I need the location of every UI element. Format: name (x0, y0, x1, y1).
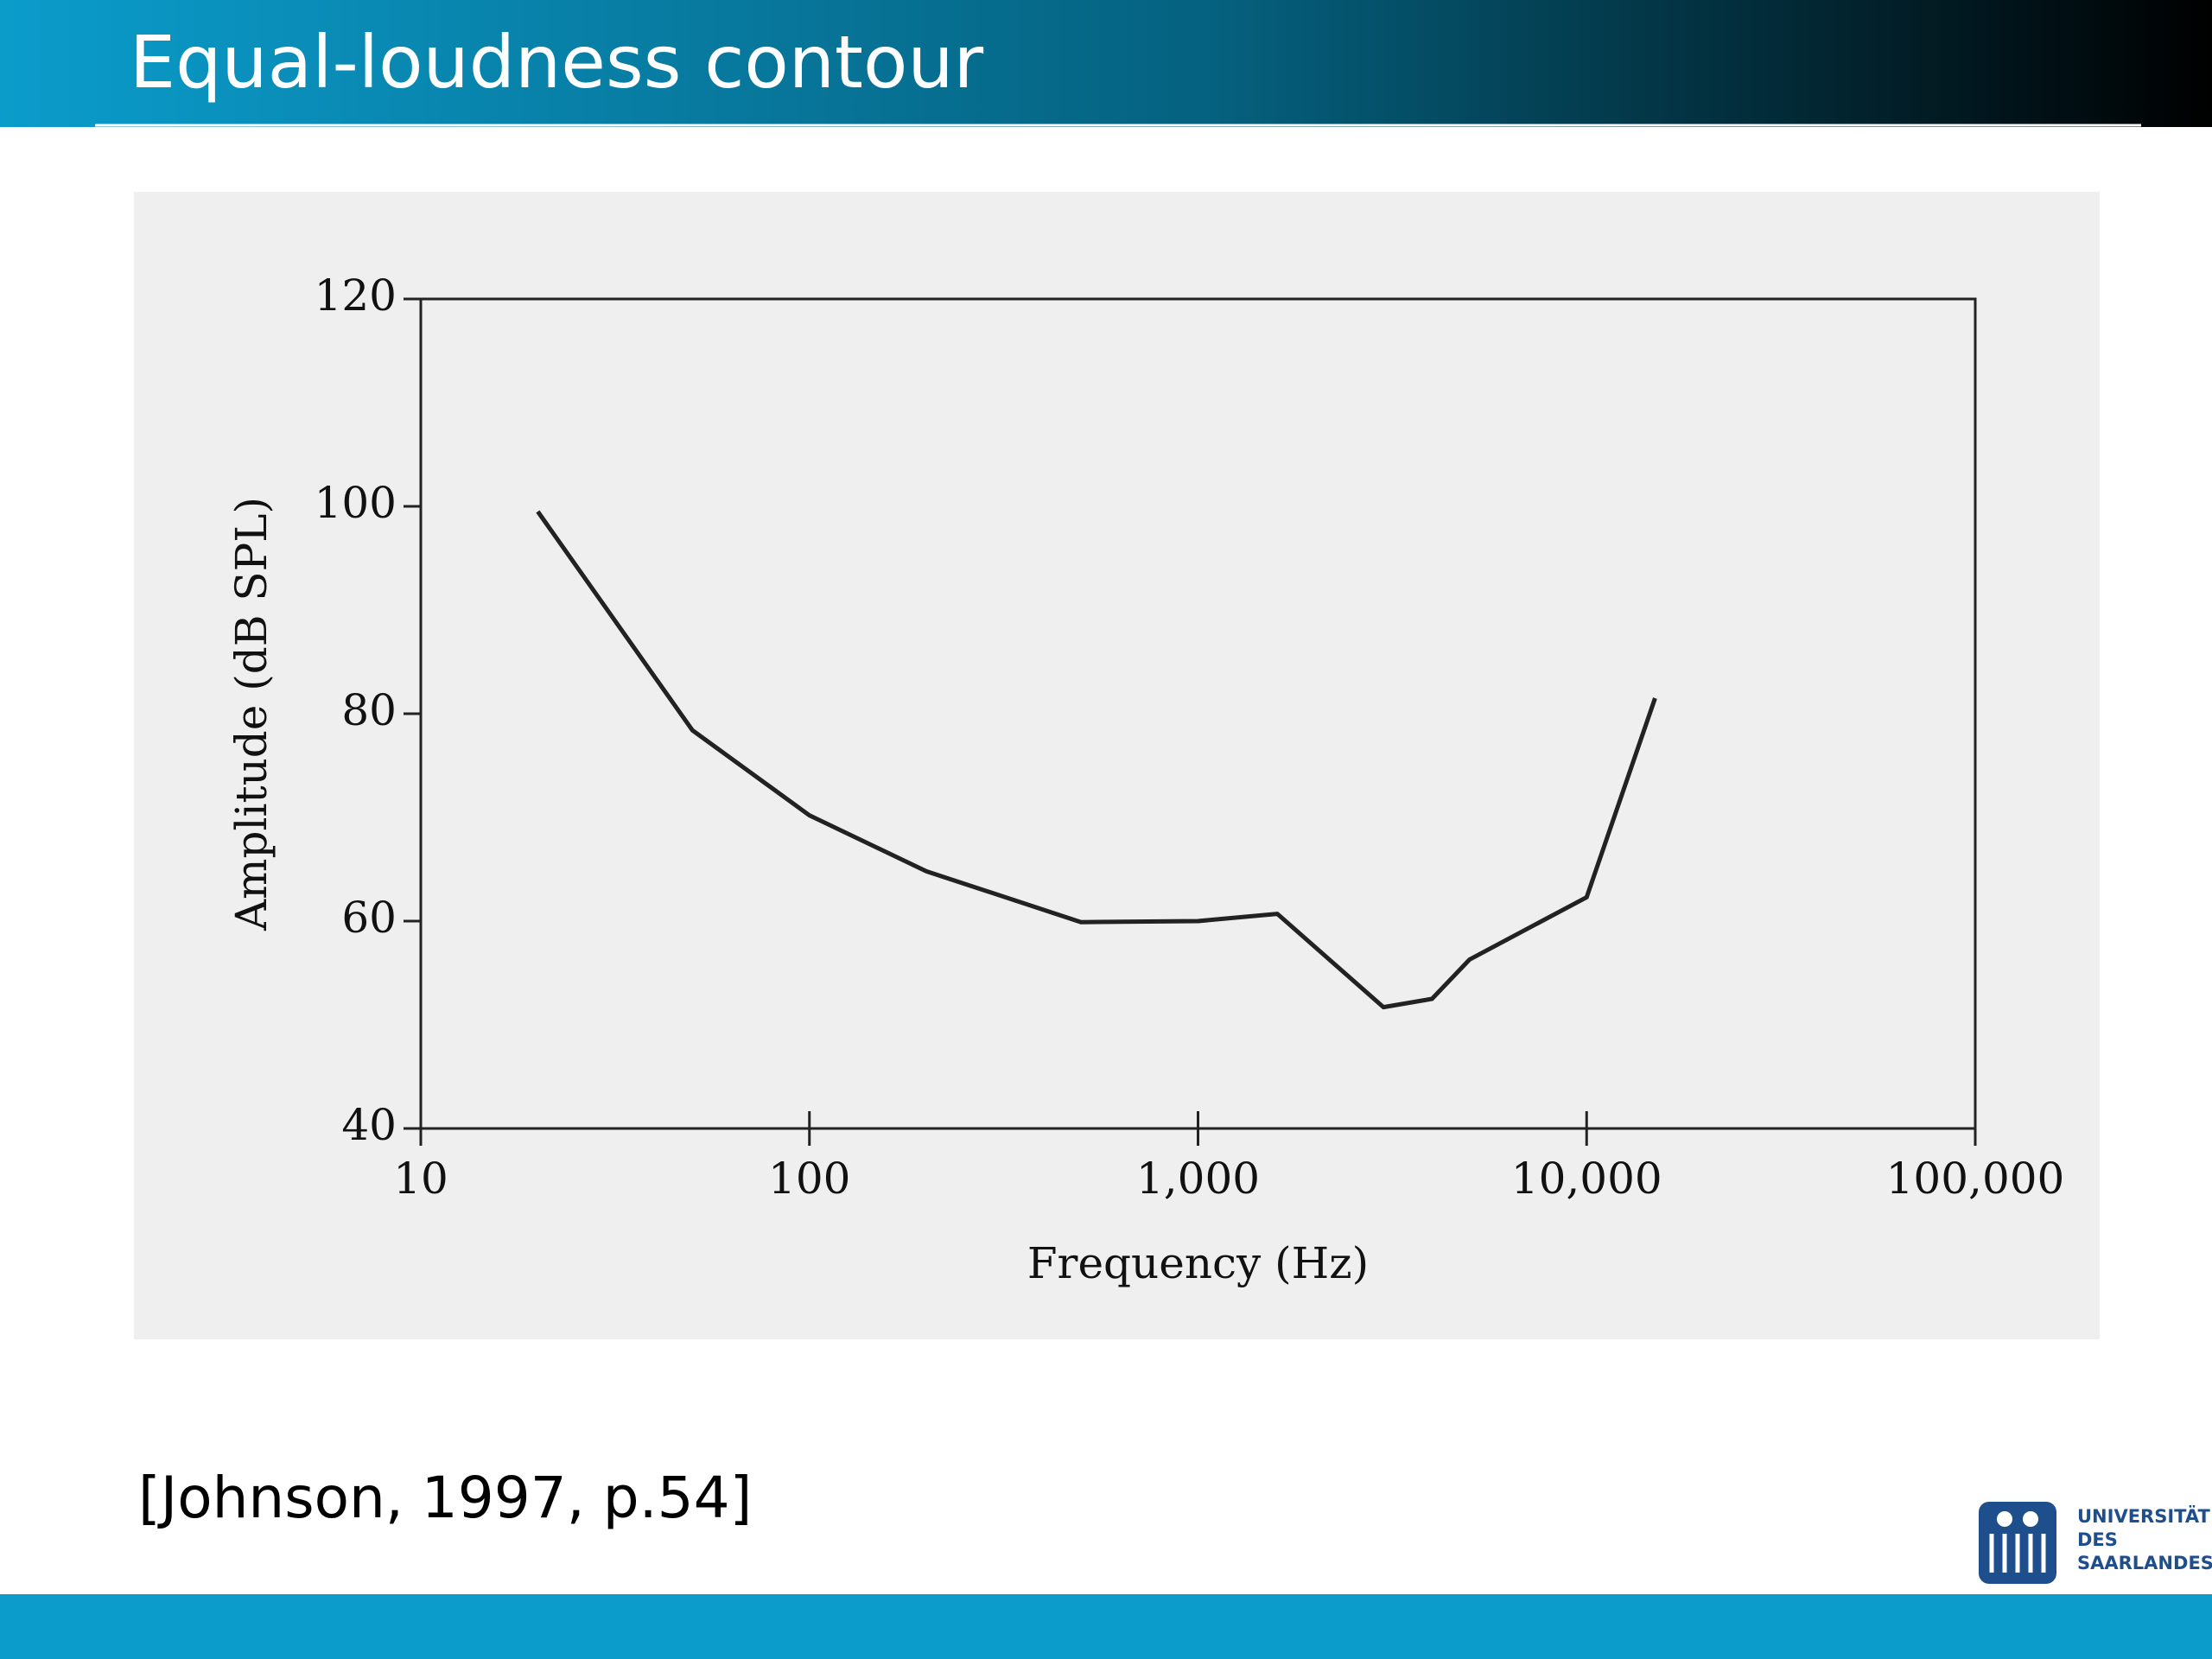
y-tick-label: 120 (315, 270, 397, 321)
chart-background (134, 192, 2100, 1339)
x-tick-label: 100 (768, 1154, 850, 1204)
x-tick-label: 100,000 (1886, 1154, 2065, 1204)
citation: [Johnson, 1997, p.54] (138, 1465, 752, 1531)
y-tick-label: 60 (341, 893, 397, 943)
x-tick-label: 10,000 (1511, 1154, 1662, 1204)
x-tick-label: 10 (393, 1154, 448, 1204)
logo-columns (1989, 1534, 2046, 1573)
university-logo: UNIVERSITÄT DES SAARLANDES (1979, 1502, 2212, 1584)
logo-text: UNIVERSITÄT (2077, 1505, 2210, 1527)
header-bar (0, 0, 2212, 127)
data-line (536, 510, 1657, 1010)
footer-bar (0, 1594, 2212, 1659)
y-tick-label: 100 (315, 478, 397, 528)
x-tick-label: 1,000 (1136, 1154, 1260, 1204)
logo-text: DES (2077, 1529, 2118, 1550)
y-tick-label: 80 (341, 685, 397, 735)
y-tick-label: 40 (341, 1100, 397, 1150)
chart: 40 60 80 100 120 10 100 1,000 10,000 100,000 Frequ… (226, 270, 2064, 1288)
slide-title: Equal-loudness contour (130, 20, 984, 105)
x-axis-label: Frequency (Hz) (1027, 1238, 1369, 1288)
y-axis-label: Amplitude (dB SPL) (226, 497, 276, 931)
logo-text: SAARLANDES (2077, 1553, 2212, 1573)
